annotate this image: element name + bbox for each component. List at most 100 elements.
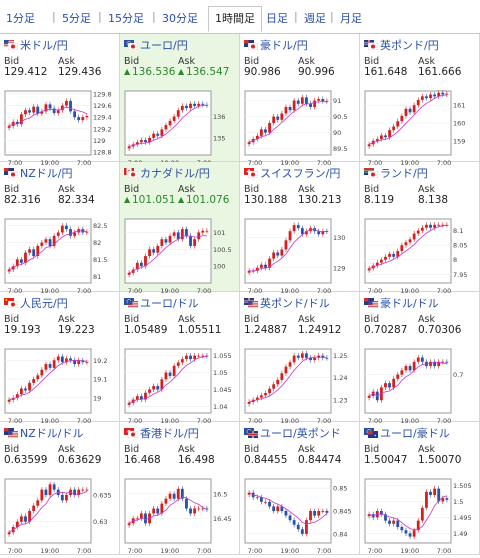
currency-pair-link[interactable]: 豪ドル/円	[244, 38, 308, 52]
candle	[388, 520, 391, 524]
candle	[197, 103, 201, 106]
x-tick-label: 7:00	[8, 417, 23, 425]
currency-pair-link[interactable]: 人民元/円	[4, 296, 68, 310]
candle	[77, 360, 81, 365]
currency-pair-link[interactable]: 英ポンド/ドル	[244, 296, 330, 310]
bid-label: Bid	[124, 444, 140, 455]
currency-pair-link[interactable]: NZドル/円	[4, 166, 72, 180]
currency-card[interactable]: NZドル/円 Bid Ask 82.316 82.334 82.5 82 81.5 81 7:00…	[0, 162, 120, 295]
candlestick-chart[interactable]: 1.25 1.24 1.23 7:00 19:00 7:00	[244, 348, 354, 428]
currency-card[interactable]: NZドル/ドル Bid Ask 0.63599 0.63629 0.635 0.63 7:00…	[0, 422, 120, 555]
ask-label: Ask	[418, 444, 435, 455]
currency-pair-link[interactable]: ユーロ/ドル	[124, 296, 199, 310]
candle	[40, 242, 44, 246]
currency-pair-link[interactable]: スイスフラン/円	[244, 166, 340, 180]
y-tick-label: 82.5	[93, 222, 107, 230]
candlestick-chart[interactable]: 0.7 7:00 19:00 7:00	[364, 348, 474, 428]
currency-card[interactable]: 豪ドル/ドル Bid Ask 0.70287 0.70306 0.7 7:00 19:00 7:…	[360, 292, 480, 425]
candle	[325, 511, 329, 513]
candle	[255, 267, 259, 271]
tab-separator: |	[294, 10, 298, 23]
tab-separator: |	[152, 10, 156, 23]
currency-pair-link[interactable]: 豪ドル/ドル	[364, 296, 439, 310]
currency-card[interactable]: ユーロ/ドル Bid Ask 1.05489 1.05511 1.055 1.05 1.045…	[120, 292, 240, 425]
currency-card[interactable]: ユーロ/円BidAsk▲▲136.536136.5471361357:0019:…	[120, 34, 240, 167]
currency-card[interactable]: 豪ドル/円 Bid Ask 90.986 90.996 91 90.5 90 89.5 7:00 1…	[240, 34, 360, 167]
currency-card[interactable]: 香港ドル/円 Bid Ask 16.468 16.498 16.5 16.45 7:00 19:…	[120, 422, 240, 555]
currency-card[interactable]: 米ドル/円 Bid Ask 129.412 129.436 129.8 129.6 129.4…	[0, 34, 120, 167]
candle	[56, 232, 60, 236]
ask-value: 130.213	[298, 194, 342, 206]
candle	[247, 401, 251, 404]
candle	[201, 103, 205, 105]
candlestick-chart[interactable]: 19.2 19.1 19 7:00 19:00 7:00	[4, 348, 114, 428]
currency-card[interactable]: 英ポンド/ドル Bid Ask 1.24887 1.24912 1.25 1.24 1.23 7…	[240, 292, 360, 425]
tab-2[interactable]: 5分足	[62, 12, 91, 25]
currency-card[interactable]: ユーロ/英ポンド Bid Ask 0.84455 0.84474 0.85 0.845 0.8…	[240, 422, 360, 555]
candlestick-chart[interactable]: 130 129 7:00 19:00 7:00	[244, 218, 354, 298]
candle	[77, 489, 81, 495]
currency-pair-link[interactable]: 米ドル/円	[4, 38, 68, 52]
ask-label: Ask	[178, 314, 195, 325]
candlestick-chart[interactable]: 1.505 1.5 1.495 1.49 7:00 19:00 7:00	[364, 478, 474, 558]
currency-pair-link[interactable]: カナダドル/円	[124, 166, 210, 180]
candlestick-chart[interactable]: 0.635 0.63 7:00 19:00 7:00	[4, 478, 114, 558]
x-tick-label: 19:00	[40, 159, 59, 167]
x-tick-label: 19:00	[40, 547, 59, 555]
ask-label: Ask	[298, 444, 315, 455]
tab-3[interactable]: 15分足	[108, 12, 144, 25]
bid-value: 82.316	[4, 194, 41, 206]
y-tick-label: 0.845	[333, 508, 352, 516]
candle	[321, 231, 325, 235]
x-tick-label: 7:00	[128, 547, 143, 555]
currency-pair-link[interactable]: 英ポンド/円	[364, 38, 439, 52]
currency-card[interactable]: カナダドル/円 Bid Ask ▲ ▲ 101.051 101.076 101 100.5 100…	[120, 162, 240, 295]
y-tick-label: 90	[333, 129, 341, 137]
currency-pair-link[interactable]: ユーロ/英ポンド	[244, 426, 341, 440]
candle	[425, 224, 428, 228]
currency-card[interactable]: 人民元/円 Bid Ask 19.193 19.223 19.2 19.1 19 7:00 19:…	[0, 292, 120, 425]
moving-average-line	[368, 94, 447, 145]
candlestick-chart[interactable]: 101 100.5 100 7:00 19:00 7:00	[124, 218, 234, 298]
tab-8[interactable]: 月足	[340, 12, 362, 25]
candlestick-chart[interactable]: 161 160 159 7:00 19:00 7:00	[364, 90, 474, 170]
x-tick-label: 7:00	[77, 287, 92, 295]
y-tick-label: 1.5	[453, 498, 463, 506]
tab-1[interactable]: 1分足	[6, 12, 35, 25]
tab-6[interactable]: 日足	[266, 12, 288, 25]
candlestick-chart[interactable]: 0.85 0.845 0.84 7:00 19:00 7:00	[244, 478, 354, 558]
tab-7[interactable]: 週足	[304, 12, 326, 25]
candlestick-chart[interactable]: 16.5 16.45 7:00 19:00 7:00	[124, 478, 234, 558]
currency-card[interactable]: ユーロ/豪ドル Bid Ask 1.50047 1.50070 1.505 1.5 1.495…	[360, 422, 480, 555]
x-tick-label: 7:00	[368, 417, 383, 425]
tab-4[interactable]: 30分足	[162, 12, 198, 25]
currency-pair-link[interactable]: ユーロ/円	[124, 38, 188, 52]
currency-card[interactable]: 英ポンド/円 Bid Ask 161.648 161.666 161 160 159 7:00 1…	[360, 34, 480, 167]
candle	[392, 126, 396, 131]
candle	[148, 137, 151, 143]
candle	[185, 105, 188, 109]
candle	[305, 520, 308, 534]
candle	[437, 488, 441, 502]
candle	[180, 105, 184, 111]
currency-pair-link[interactable]: ランド/円	[364, 166, 428, 180]
currency-pair-link[interactable]: NZドル/ドル	[4, 426, 83, 440]
currency-pair-link[interactable]: ユーロ/豪ドル	[364, 426, 450, 440]
jp-flag-icon	[368, 43, 378, 50]
candle	[52, 235, 56, 246]
candle	[19, 114, 23, 125]
candle	[32, 379, 36, 383]
tab-5[interactable]: 1時間足	[208, 6, 262, 32]
currency-pair-link[interactable]: 香港ドル/円	[124, 426, 199, 440]
candle	[437, 224, 441, 226]
moving-average-line	[128, 356, 207, 404]
currency-card[interactable]: スイスフラン/円 Bid Ask 130.188 130.213 130 129 7:00 19…	[240, 162, 360, 295]
y-tick-label: 16.45	[213, 515, 232, 523]
currency-card[interactable]: ランド/円 Bid Ask 8.119 8.138 8.1 8.05 8 7.95 7:00 19:…	[360, 162, 480, 295]
